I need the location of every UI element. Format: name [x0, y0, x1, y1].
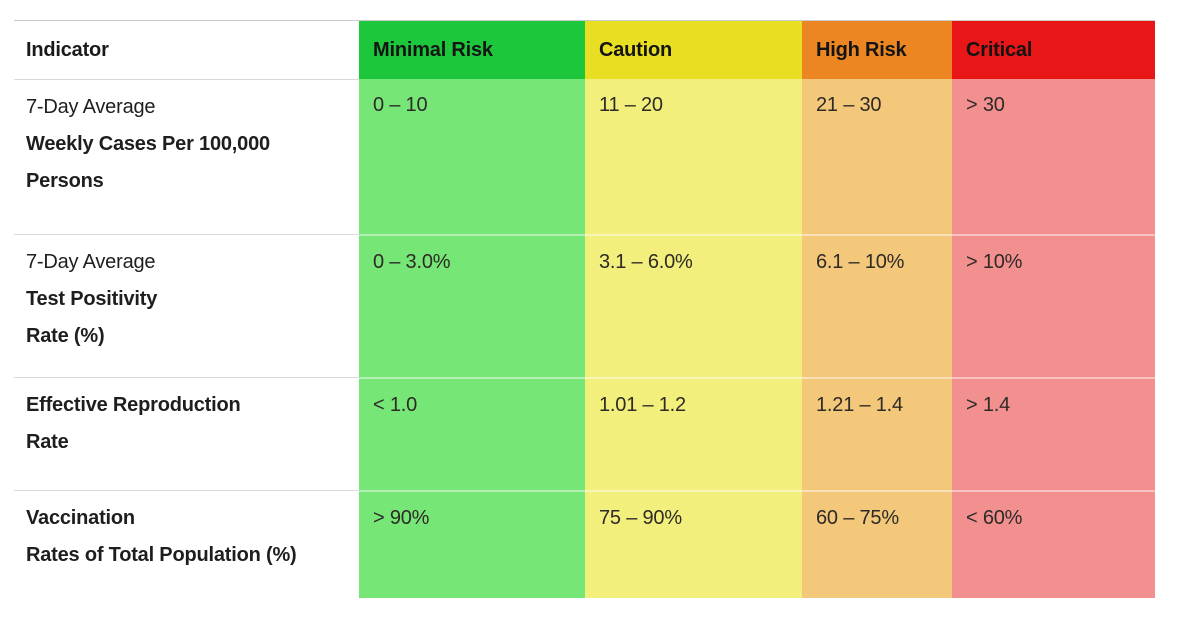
- value-cell-minimal: < 1.0: [359, 377, 585, 490]
- header-cell-high-risk: High Risk: [802, 21, 952, 79]
- indicator-line: Persons: [26, 170, 104, 192]
- value-cell-high: 1.21 – 1.4: [802, 377, 952, 490]
- value-cell-caution: 11 – 20: [585, 79, 802, 234]
- risk-matrix-table: Indicator Minimal Risk Caution High Risk…: [14, 20, 1155, 598]
- indicator-line: 7-Day Average: [26, 96, 156, 118]
- header-cell-critical: Critical: [952, 21, 1155, 79]
- header-cell-indicator: Indicator: [14, 21, 359, 79]
- indicator-line: Test Positivity: [26, 288, 158, 310]
- value-cell-caution: 3.1 – 6.0%: [585, 234, 802, 377]
- value-cell-high: 21 – 30: [802, 79, 952, 234]
- header-cell-minimal-risk: Minimal Risk: [359, 21, 585, 79]
- indicator-line: Rate: [26, 431, 69, 453]
- indicator-cell-reproduction-rate: Effective Reproduction Rate: [14, 377, 359, 490]
- indicator-cell-vaccination-rates: Vaccination Rates of Total Population (%…: [14, 490, 359, 598]
- indicator-line: Vaccination: [26, 507, 135, 529]
- indicator-line: Rates of Total Population (%): [26, 544, 297, 566]
- value-cell-minimal: 0 – 10: [359, 79, 585, 234]
- value-cell-caution: 1.01 – 1.2: [585, 377, 802, 490]
- indicator-line: Rate (%): [26, 325, 105, 347]
- header-cell-caution: Caution: [585, 21, 802, 79]
- value-cell-minimal: > 90%: [359, 490, 585, 598]
- value-cell-critical: > 10%: [952, 234, 1155, 377]
- indicator-line: Weekly Cases Per 100,000: [26, 133, 270, 155]
- value-cell-minimal: 0 – 3.0%: [359, 234, 585, 377]
- indicator-line: 7-Day Average: [26, 251, 156, 273]
- value-cell-critical: > 30: [952, 79, 1155, 234]
- value-cell-critical: > 1.4: [952, 377, 1155, 490]
- value-cell-critical: < 60%: [952, 490, 1155, 598]
- value-cell-high: 6.1 – 10%: [802, 234, 952, 377]
- indicator-cell-test-positivity: 7-Day Average Test Positivity Rate (%): [14, 234, 359, 377]
- indicator-cell-weekly-cases: 7-Day Average Weekly Cases Per 100,000 P…: [14, 79, 359, 234]
- indicator-line: Effective Reproduction: [26, 394, 241, 416]
- value-cell-high: 60 – 75%: [802, 490, 952, 598]
- value-cell-caution: 75 – 90%: [585, 490, 802, 598]
